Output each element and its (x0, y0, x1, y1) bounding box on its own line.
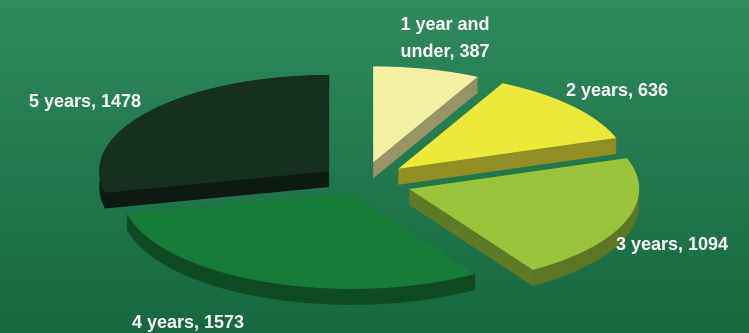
pie-slice-top (409, 158, 640, 270)
pie-slice-cut-face (104, 171, 330, 209)
pie-slice-3 (409, 158, 640, 286)
pie-slice-cut-face (373, 76, 478, 179)
slice-label-2: 2 years, 636 (566, 80, 668, 100)
pie-slice-top (373, 66, 478, 163)
pie-slice-4 (127, 192, 476, 305)
pie-slice-5 (99, 75, 330, 209)
slice-label-line: 4 years, 1573 (132, 312, 244, 332)
slice-label-1: 1 year and under, 387 (400, 14, 489, 61)
slice-label-line: 1 year and (400, 14, 489, 34)
pie-slice-2 (398, 83, 617, 185)
pie-slice-cut-face (409, 188, 533, 286)
slice-label-5: 5 years, 1478 (29, 91, 141, 111)
pie-slice-top (398, 83, 617, 169)
slice-label-line: under, 387 (400, 41, 489, 61)
pie-slice-top (99, 75, 330, 193)
pie-slice-cut-face (398, 137, 617, 185)
slice-label-4: 4 years, 1573 (132, 312, 244, 332)
pie-slice-1 (373, 66, 478, 179)
slice-label-line: 2 years, 636 (566, 80, 668, 100)
pie-slice-top (127, 192, 476, 289)
slice-label-line: 3 years, 1094 (616, 234, 728, 254)
pie-slice-side (127, 214, 476, 305)
slice-label-3: 3 years, 1094 (616, 234, 728, 254)
slice-label-line: 5 years, 1478 (29, 91, 141, 111)
